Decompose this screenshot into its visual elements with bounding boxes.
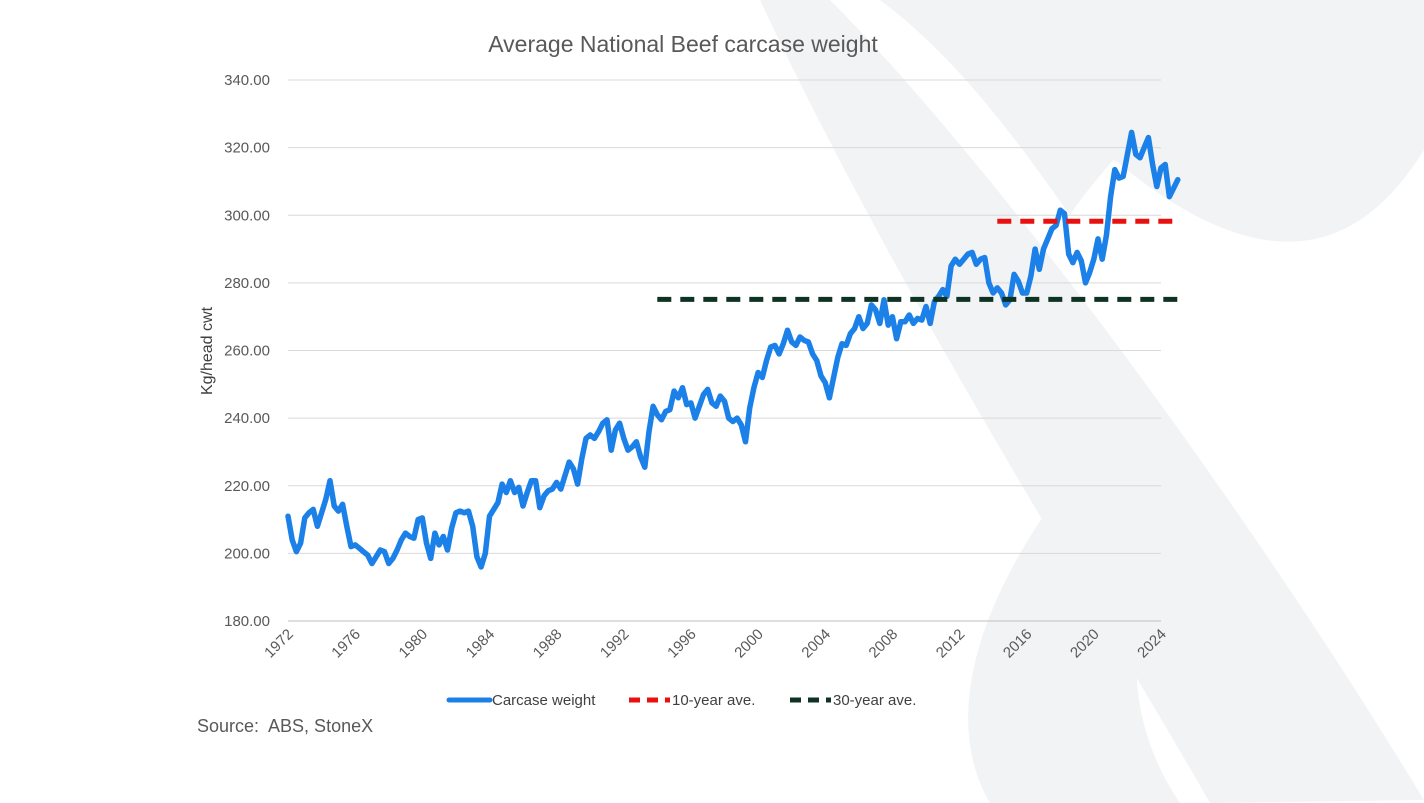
y-axis-ticks: 180.00 200.00 220.00 240.00 260.00 280.00 300.… bbox=[224, 72, 270, 630]
watermark-x-logo bbox=[760, 0, 1424, 803]
series-line-carcase-weight bbox=[285, 129, 1181, 570]
y-axis-title: Kg/head cwt bbox=[199, 306, 216, 395]
x-tick-label: 1976 bbox=[328, 626, 364, 662]
y-tick-label: 300.00 bbox=[224, 207, 270, 224]
chart-title: Average National Beef carcase weight bbox=[488, 31, 878, 57]
y-tick-label: 220.00 bbox=[224, 478, 270, 495]
y-tick-label: 320.00 bbox=[224, 140, 270, 157]
x-tick-label: 1988 bbox=[530, 626, 566, 662]
x-tick-label: 1992 bbox=[597, 626, 633, 662]
x-tick-label: 1984 bbox=[463, 626, 499, 662]
y-tick-label: 280.00 bbox=[224, 275, 270, 292]
legend-item-carcase-weight: Carcase weight bbox=[446, 692, 596, 709]
legend-item-30-year-ave: 30-year ave. bbox=[790, 692, 916, 709]
legend: Carcase weight 10-year ave. 30-year ave. bbox=[446, 692, 916, 709]
legend-item-10-year-ave: 10-year ave. bbox=[629, 692, 755, 709]
x-tick-label: 2004 bbox=[798, 626, 834, 662]
legend-label-10-year-ave: 10-year ave. bbox=[672, 692, 755, 709]
y-tick-label: 340.00 bbox=[224, 72, 270, 89]
x-tick-label: 2000 bbox=[731, 626, 767, 662]
y-tick-label: 240.00 bbox=[224, 410, 270, 427]
x-tick-label: 2008 bbox=[866, 626, 902, 662]
source-note: Source: ABS, StoneX bbox=[197, 716, 373, 736]
x-tick-label: 1972 bbox=[261, 626, 297, 662]
y-tick-label: 200.00 bbox=[224, 545, 270, 562]
x-tick-label: 1980 bbox=[396, 626, 432, 662]
y-tick-label: 260.00 bbox=[224, 343, 270, 360]
series-layer bbox=[285, 129, 1181, 570]
x-tick-label: 1996 bbox=[664, 626, 700, 662]
legend-label-carcase-weight: Carcase weight bbox=[492, 692, 596, 709]
y-tick-label: 180.00 bbox=[224, 613, 270, 630]
legend-label-30-year-ave: 30-year ave. bbox=[833, 692, 916, 709]
x-tick-label: 2012 bbox=[933, 626, 969, 662]
